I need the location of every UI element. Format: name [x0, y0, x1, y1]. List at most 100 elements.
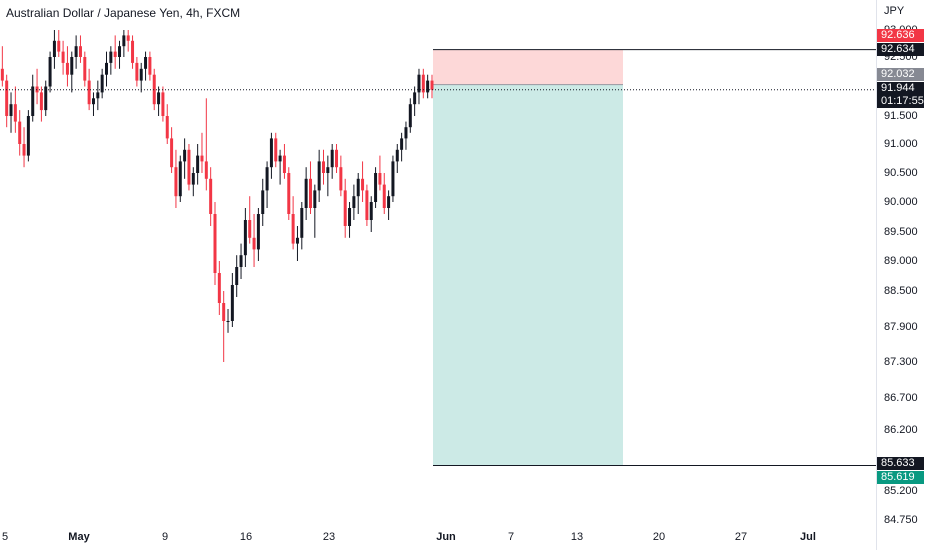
candle-body — [70, 57, 74, 75]
candle-body — [196, 155, 200, 173]
candle-body — [26, 116, 30, 156]
candle-body — [5, 80, 9, 116]
symbol-title[interactable]: Australian Dollar / Japanese Yen, 4h, FX… — [6, 6, 241, 20]
time-tick-label: Jun — [436, 531, 456, 543]
candle-body — [304, 178, 308, 208]
candle-body — [165, 116, 169, 139]
candle-body — [83, 57, 87, 81]
candle-body — [178, 161, 182, 197]
candle-body — [382, 184, 386, 208]
candle-body — [35, 86, 39, 93]
candle-body — [200, 155, 204, 162]
candle-body — [65, 62, 69, 75]
candle-body — [170, 138, 174, 168]
candle-body — [109, 51, 113, 63]
candle-body — [235, 267, 239, 285]
candle-body — [157, 92, 161, 105]
candle-body — [31, 86, 35, 116]
candle-body — [322, 161, 325, 173]
candle-body — [91, 98, 95, 105]
candle-body — [330, 149, 334, 168]
candle-body — [0, 68, 4, 81]
candle-body — [282, 155, 286, 173]
candle-body — [269, 138, 273, 168]
candle-body — [87, 80, 91, 105]
candle-body — [18, 121, 22, 144]
candle-body — [44, 86, 48, 111]
candle-body — [52, 40, 56, 57]
stop-price-tag: 92.636 — [877, 29, 924, 42]
time-tick-label: Jul — [800, 531, 816, 543]
candle-body — [105, 62, 108, 75]
take-profit-zone[interactable] — [433, 84, 623, 466]
candle-body — [13, 104, 17, 122]
candle-body — [131, 40, 135, 63]
candle-body — [308, 178, 312, 208]
candle-body — [326, 167, 330, 173]
time-tick-label: 13 — [570, 531, 584, 543]
time-tick-label: 20 — [652, 531, 666, 543]
candle-body — [300, 208, 304, 238]
candle-body — [295, 237, 299, 244]
candle-body — [78, 46, 82, 57]
candle-body — [243, 220, 247, 256]
candle-body — [74, 46, 78, 57]
price-axis-unit[interactable]: JPY — [884, 5, 905, 17]
time-tick-label: May — [68, 531, 90, 543]
candle-body — [339, 167, 343, 191]
candle-body — [135, 62, 139, 81]
candle-body — [183, 149, 187, 162]
candle-body — [343, 190, 347, 226]
candle-body — [22, 144, 26, 156]
candle-body — [209, 178, 213, 214]
candle-body — [113, 51, 117, 57]
candle-body — [404, 127, 408, 139]
candle-body — [148, 57, 152, 75]
stop-loss-zone[interactable] — [433, 49, 623, 85]
candle-body — [265, 167, 269, 191]
candle-body — [361, 178, 365, 191]
candle-body — [356, 178, 360, 197]
entry-price-tag: 92.032 — [877, 68, 924, 81]
candle-body — [139, 68, 143, 81]
candle-body — [126, 35, 130, 41]
last-price-tag: 91.944 01:17:55 — [877, 82, 924, 108]
candle-body — [174, 167, 178, 197]
price-tick-label: 90.500 — [884, 167, 918, 179]
price-tick-label: 89.000 — [884, 255, 918, 267]
candle-body — [39, 92, 43, 111]
candle-body — [187, 149, 191, 185]
candle-body — [291, 214, 295, 244]
time-tick-label: 16 — [239, 531, 253, 543]
candle-body — [152, 74, 156, 105]
price-tick-label: 88.500 — [884, 285, 918, 297]
candle-body — [335, 149, 339, 168]
target-price-tag: 85.619 — [877, 471, 924, 484]
candle-body — [261, 190, 265, 214]
candle-body — [118, 46, 122, 57]
price-tick-label: 87.900 — [884, 321, 918, 333]
candle-body — [248, 220, 252, 238]
candle-body — [256, 214, 260, 250]
candle-body — [252, 237, 256, 250]
price-tick-label: 89.500 — [884, 226, 918, 238]
candle-body — [48, 57, 52, 87]
candle-body — [191, 173, 195, 185]
candle-body — [222, 303, 226, 321]
candle-body — [287, 173, 291, 214]
candle-body — [369, 202, 373, 220]
candle-body — [430, 80, 434, 90]
price-tick-label: 90.000 — [884, 196, 918, 208]
candle-body — [161, 92, 165, 116]
candle-body — [408, 104, 412, 128]
candle-body — [421, 74, 425, 93]
candle-body — [100, 74, 104, 93]
candle-body — [387, 196, 391, 208]
candle-body — [313, 190, 317, 208]
time-tick-label: 5 — [1, 531, 9, 543]
time-tick-label: 27 — [734, 531, 748, 543]
candle-body — [417, 74, 421, 93]
candle-body — [230, 285, 234, 321]
candle-body — [278, 155, 282, 162]
